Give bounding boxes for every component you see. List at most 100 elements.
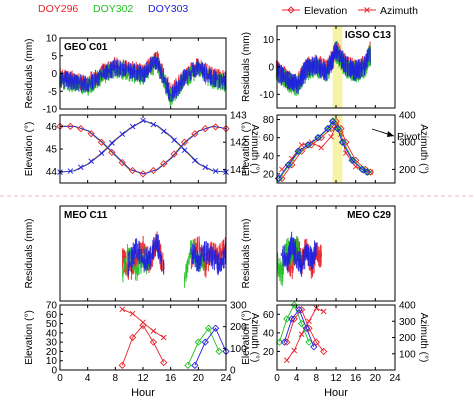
series-line	[283, 308, 315, 347]
legend-label-azimuth: Azimuth	[380, 5, 418, 17]
panel-title: MEO C29	[347, 210, 391, 221]
azimuth-point	[150, 121, 157, 128]
series-elevation	[56, 122, 230, 178]
azimuth-point	[313, 305, 320, 312]
elevation-point	[297, 306, 306, 314]
azimuth-point	[291, 347, 298, 354]
y-axis-label: Elevation (°)	[241, 122, 252, 177]
y2-axis-label: Azimuth (°)	[418, 313, 429, 363]
series-line	[59, 119, 227, 173]
legend-diamond-marker	[287, 6, 295, 14]
x-tick-label: 8	[113, 373, 119, 384]
azimuth-point	[160, 128, 167, 135]
series-line	[121, 324, 165, 366]
y2-tick-label: 200	[399, 165, 416, 176]
elevation-point	[358, 165, 366, 174]
series-doy303	[127, 234, 227, 276]
y-tick-label: 30	[46, 338, 58, 349]
y2-axis-label: Azimuth (°)	[249, 313, 260, 363]
azimuth-point	[119, 306, 126, 313]
x-axis-label: Hour	[324, 387, 348, 399]
azimuth-point	[181, 147, 188, 154]
series-line	[187, 327, 220, 366]
legend-entry-doy303: DOY303	[148, 3, 188, 15]
y2-tick-label: 0	[230, 366, 236, 377]
y-tick-label: -5	[48, 87, 57, 98]
y-axis-label: Residuals (mm)	[241, 218, 252, 288]
elevation-point	[191, 361, 199, 369]
y2-tick-label: 143	[230, 111, 247, 122]
x-tick-label: 24	[389, 373, 401, 384]
azimuth-point	[129, 310, 136, 317]
elevation-point	[118, 361, 126, 369]
azimuth-point	[140, 117, 146, 124]
x-tick-label: 20	[370, 373, 382, 384]
y-tick-label: 46	[46, 122, 58, 133]
elevation-point	[310, 343, 318, 351]
elevation-point	[128, 166, 137, 175]
azimuth-point	[88, 158, 94, 165]
elevation-point	[295, 306, 303, 314]
residual-series-group	[276, 231, 322, 287]
legend-entry-doy302: DOY302	[93, 3, 133, 15]
elevation-point	[305, 338, 313, 346]
residual-series-group	[59, 51, 227, 107]
azimuth-point	[284, 357, 290, 364]
y-tick-label: 10	[46, 356, 58, 367]
pivot-annotation: Pivot	[371, 128, 420, 143]
y-tick-label: 45	[46, 145, 58, 156]
series-doy303	[276, 41, 371, 94]
elevation-point	[160, 160, 168, 168]
elevation-point	[324, 124, 332, 133]
x-tick-label: 8	[314, 373, 320, 384]
elevation-point	[333, 124, 342, 133]
y-tick-label: 60	[263, 310, 275, 321]
elevation-point	[108, 148, 116, 157]
y-tick-label: 40	[263, 328, 275, 339]
y2-tick-label: 142	[230, 138, 247, 149]
azimuth-point	[202, 164, 209, 171]
series-line	[60, 125, 227, 175]
azimuth-point	[77, 164, 84, 171]
elevation-point	[312, 338, 320, 346]
y-tick-label: 70	[46, 301, 58, 312]
y-tick-label: 0	[268, 63, 274, 74]
series-line	[278, 120, 368, 179]
elevation-point	[170, 150, 178, 158]
y2-tick-label: 400	[399, 301, 416, 312]
elevation-point	[194, 338, 202, 346]
x-tick-label: 20	[193, 373, 205, 384]
plot-frame	[59, 304, 227, 371]
x-tick-label: 16	[165, 373, 177, 384]
series-azimuth	[57, 117, 229, 175]
pivot-arrow-head	[387, 131, 394, 137]
elevation-point	[77, 124, 85, 133]
legend-entry-doy296: DOY296	[38, 3, 78, 15]
elevation-point	[324, 124, 333, 133]
elevation-point	[205, 324, 213, 332]
elevation-point	[295, 147, 303, 155]
elevation-point	[191, 130, 199, 138]
y-tick-label: 10	[46, 34, 58, 45]
y2-tick-label: 200	[230, 322, 247, 333]
elevation-point	[339, 138, 348, 146]
x-tick-label: 0	[274, 373, 280, 384]
residual-series-group	[275, 41, 371, 97]
elevation-point	[66, 122, 75, 130]
azimuth-point	[298, 142, 305, 148]
series-doy303-elevation	[274, 117, 371, 183]
y-tick-label: 40	[46, 328, 58, 339]
elevation-point	[363, 168, 371, 176]
y2-axis-label: Azimuth (°)	[418, 124, 429, 174]
elevation-point	[284, 161, 292, 169]
azimuth-point	[192, 157, 198, 164]
elevation-point	[211, 324, 220, 332]
azimuth-point	[306, 318, 312, 325]
elevation-point	[201, 124, 209, 133]
elevation-point	[297, 319, 306, 328]
elevation-point	[97, 138, 106, 146]
elevation-point	[149, 166, 158, 175]
y-tick-label: 10	[263, 35, 275, 46]
panel-title: GEO C01	[64, 42, 108, 53]
